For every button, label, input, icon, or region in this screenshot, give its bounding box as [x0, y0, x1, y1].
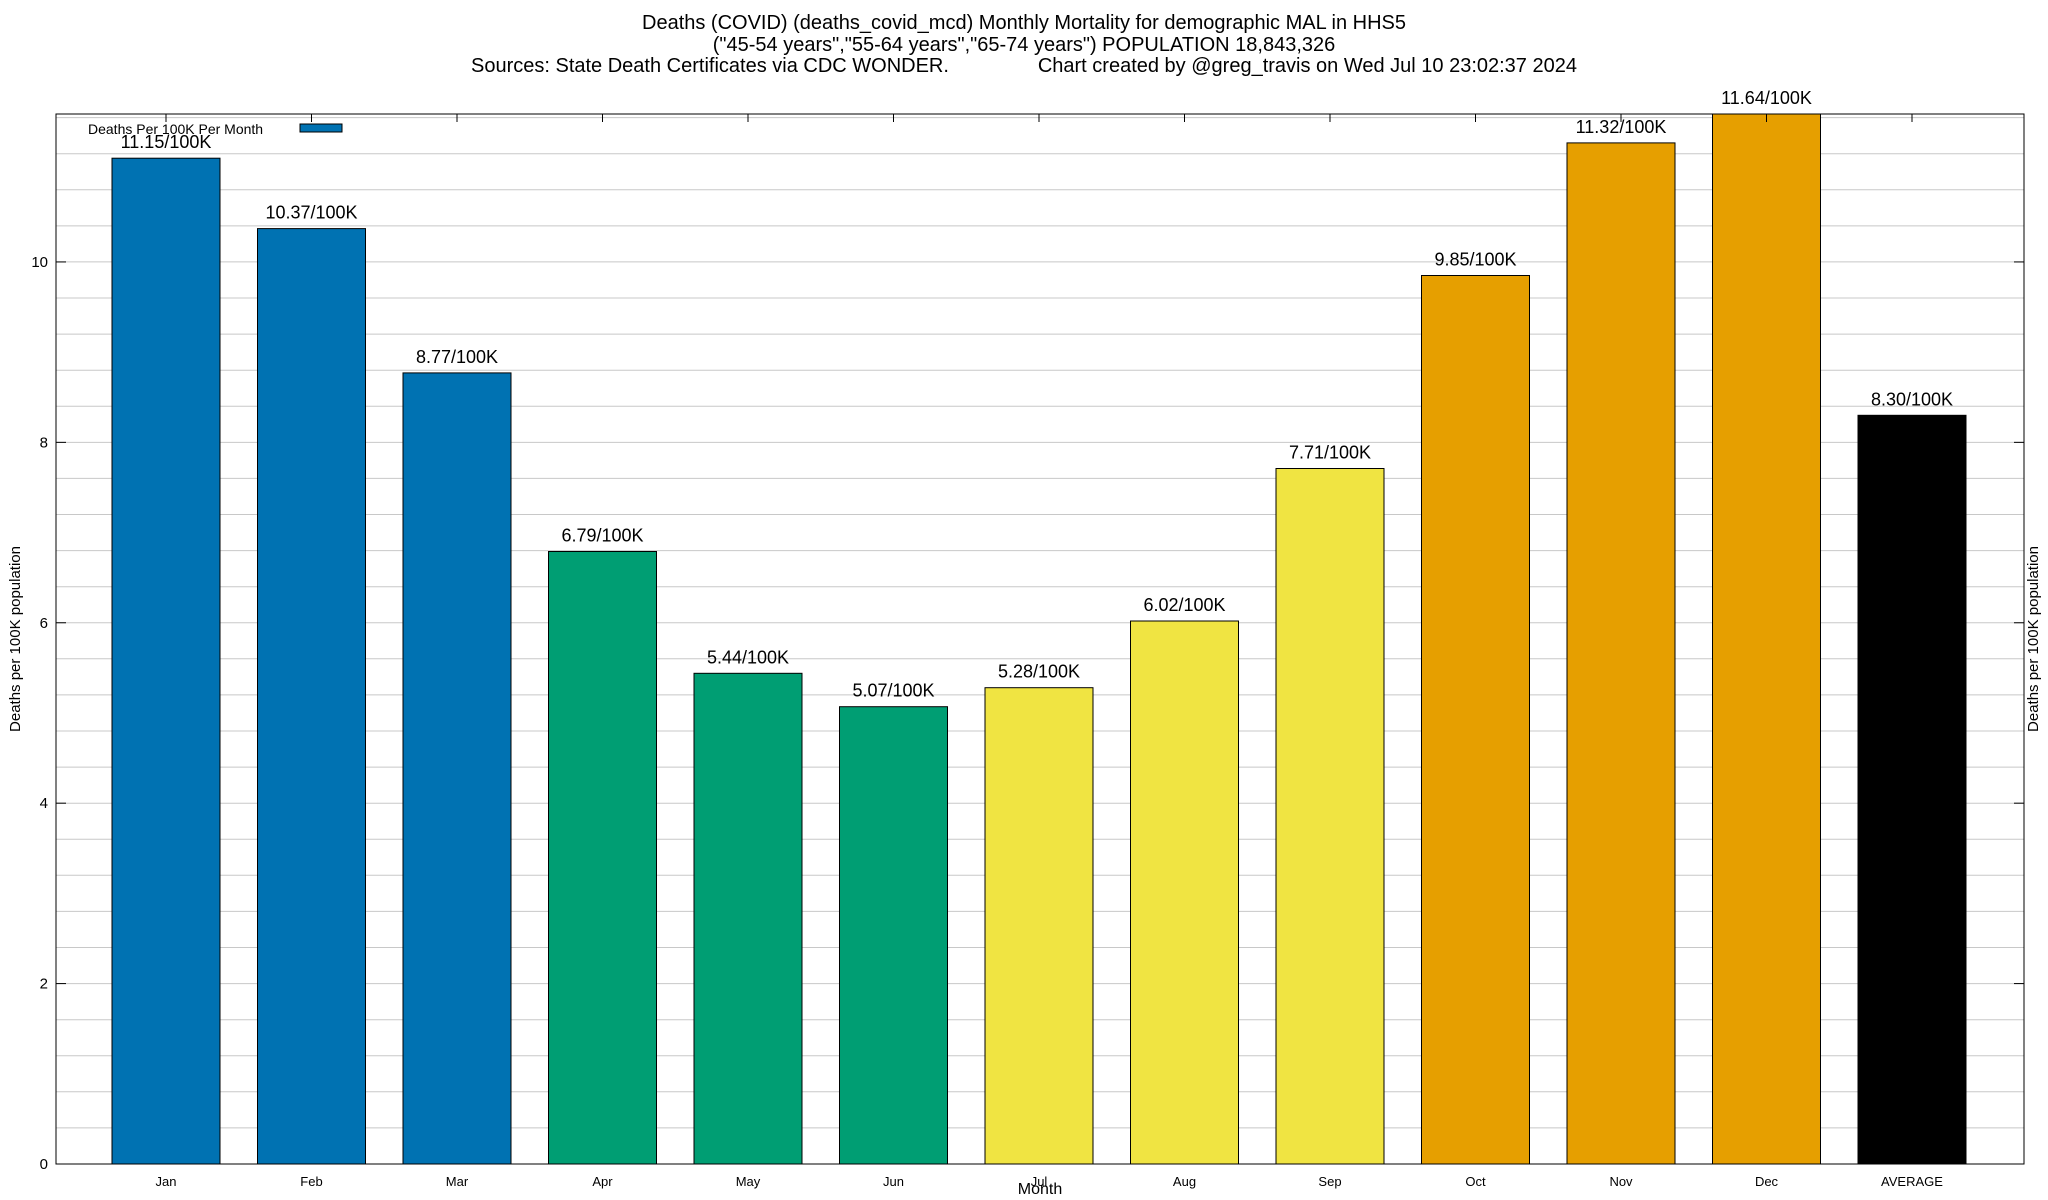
x-tick-label: Jul	[1031, 1174, 1048, 1189]
bar-aug	[1130, 620, 1239, 1165]
x-tick-label: Sep	[1318, 1174, 1341, 1189]
chart-title-line-2: ("45-54 years","55-64 years","65-74 year…	[712, 34, 1336, 56]
bar-nov	[1566, 142, 1676, 1165]
axis-ticks: 0 2 4 6 8 10 Jan Feb Mar Apr May Jun Jul Aug Sep Oct Nov…	[31, 114, 2024, 1189]
bar-value-label: 6.02/100K	[1143, 595, 1225, 615]
x-tick-label: Apr	[592, 1174, 613, 1189]
bar-mar	[402, 372, 512, 1165]
bar-value-label: 9.85/100K	[1434, 250, 1516, 270]
bar-value-label: 11.64/100K	[1721, 88, 1812, 108]
bar-jan	[111, 157, 221, 1165]
bar-sep	[1275, 468, 1385, 1165]
y-axis-label: Deaths per 100K population	[7, 546, 24, 732]
chart-title-line-1: Deaths (COVID) (deaths_covid_mcd) Monthl…	[642, 12, 1406, 34]
bar-feb	[257, 228, 366, 1165]
x-tick-label: Oct	[1465, 1174, 1486, 1189]
y-tick-label: 10	[31, 254, 48, 271]
bar-value-label: 10.37/100K	[265, 203, 357, 223]
bar-apr	[548, 551, 657, 1165]
grid-lines	[56, 117, 2024, 1129]
bar-value-label: 5.44/100K	[707, 647, 789, 667]
bar-value-labels: 11.15/100K 10.37/100K 8.77/100K 6.79/100K 5.…	[121, 88, 1953, 701]
legend: Deaths Per 100K Per Month	[88, 121, 343, 137]
x-tick-label: Jun	[883, 1174, 904, 1189]
legend-swatch	[299, 123, 343, 133]
bar-value-label: 8.77/100K	[416, 347, 498, 367]
bar-value-label: 8.30/100K	[1871, 389, 1953, 409]
bar-value-label: 7.71/100K	[1289, 443, 1371, 463]
x-tick-label: Mar	[446, 1174, 469, 1189]
bar-value-label: 11.32/100K	[1576, 117, 1667, 137]
bar-oct	[1421, 275, 1530, 1165]
bars	[111, 113, 1967, 1165]
bar-average	[1857, 414, 1967, 1165]
bar-jun	[839, 706, 948, 1165]
bar-dec	[1712, 113, 1821, 1165]
legend-label: Deaths Per 100K Per Month	[88, 121, 263, 137]
x-tick-label: May	[736, 1174, 761, 1189]
x-tick-label: Jan	[156, 1174, 177, 1189]
bar-value-label: 11.15/100K	[121, 132, 212, 152]
bar-may	[693, 672, 803, 1165]
bar-value-label: 5.07/100K	[852, 681, 934, 701]
plot-frame	[55, 113, 2025, 1165]
x-tick-label: AVERAGE	[1881, 1174, 1943, 1189]
y-tick-label: 0	[40, 1156, 48, 1173]
x-axis-label: Month	[1018, 1181, 1062, 1198]
bar-value-label: 6.79/100K	[561, 526, 643, 546]
y-tick-label: 2	[40, 976, 48, 993]
y-tick-label: 6	[40, 615, 48, 632]
chart-title-line-3: Sources: State Death Certificates via CD…	[471, 55, 1577, 77]
x-tick-label: Nov	[1609, 1174, 1633, 1189]
y-axis-label-right: Deaths per 100K population	[2025, 546, 2042, 732]
x-tick-label: Dec	[1755, 1174, 1779, 1189]
y-tick-label: 8	[40, 434, 48, 451]
bar-value-label: 5.28/100K	[998, 662, 1080, 682]
y-tick-label: 4	[40, 795, 48, 812]
x-tick-label: Feb	[300, 1174, 322, 1189]
x-tick-label: Aug	[1173, 1174, 1196, 1189]
bar-jul	[984, 687, 1094, 1165]
